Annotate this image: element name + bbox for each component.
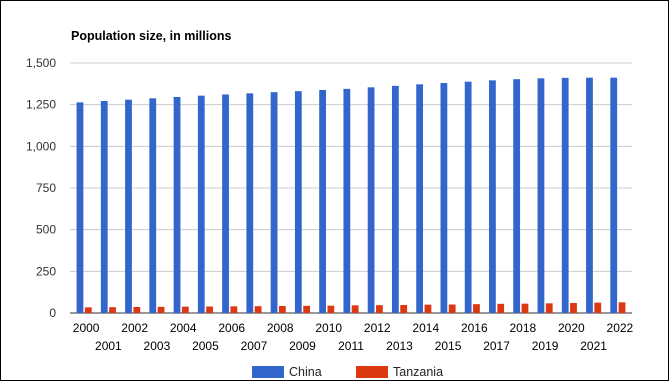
x-tick-label: 2016 bbox=[461, 321, 488, 335]
x-tick-label: 2010 bbox=[315, 321, 342, 335]
y-tick-label: 1,250 bbox=[26, 98, 56, 112]
bar-tanzania-2003 bbox=[157, 306, 165, 313]
x-tick-label: 2013 bbox=[386, 339, 413, 353]
x-tick-label: 2020 bbox=[558, 321, 585, 335]
bar-tanzania-2012 bbox=[376, 305, 383, 313]
bar-china-2006 bbox=[222, 94, 229, 313]
bar-tanzania-2014 bbox=[424, 304, 432, 313]
x-tick-label: 2006 bbox=[218, 321, 245, 335]
x-tick-label: 2012 bbox=[364, 321, 391, 335]
x-tick-label: 2005 bbox=[192, 339, 219, 353]
x-tick-label: 2019 bbox=[532, 339, 559, 353]
bar-china-2000 bbox=[76, 102, 84, 313]
x-tick-label: 2021 bbox=[580, 339, 607, 353]
bar-tanzania-2008 bbox=[278, 306, 286, 313]
bar-tanzania-2020 bbox=[570, 303, 577, 313]
bar-tanzania-2007 bbox=[254, 306, 262, 313]
bar-tanzania-2013 bbox=[400, 305, 408, 313]
legend: China Tanzania bbox=[252, 365, 443, 379]
x-tick-label: 2014 bbox=[412, 321, 439, 335]
y-tick-label: 750 bbox=[36, 181, 56, 195]
bar-tanzania-2015 bbox=[448, 304, 456, 313]
x-tick-label: 2000 bbox=[73, 321, 100, 335]
x-tick-label: 2004 bbox=[170, 321, 197, 335]
bar-tanzania-2005 bbox=[206, 306, 213, 313]
x-tick-label: 2011 bbox=[338, 339, 364, 353]
x-tick-label: 2001 bbox=[95, 339, 122, 353]
bar-china-2007 bbox=[246, 93, 254, 313]
x-tick-label: 2008 bbox=[267, 321, 294, 335]
bar-china-2013 bbox=[391, 85, 399, 313]
y-tick-label: 0 bbox=[49, 306, 56, 320]
bar-china-2011 bbox=[343, 88, 351, 313]
bar-china-2004 bbox=[173, 97, 181, 313]
bar-tanzania-2021 bbox=[594, 302, 602, 313]
x-tick-label: 2017 bbox=[483, 339, 510, 353]
y-tick-label: 500 bbox=[36, 223, 56, 237]
bar-tanzania-2004 bbox=[181, 306, 189, 313]
legend-swatch-tanzania bbox=[356, 366, 388, 378]
y-axis-ticks: 0 250 500 750 1,000 1,250 1,500 bbox=[26, 56, 56, 320]
bar-china-2014 bbox=[416, 84, 424, 313]
x-tick-label: 2002 bbox=[121, 321, 148, 335]
x-tick-label: 2007 bbox=[241, 339, 268, 353]
x-tick-label: 2003 bbox=[144, 339, 171, 353]
bar-tanzania-2018 bbox=[521, 303, 529, 313]
bar-china-2018 bbox=[513, 79, 521, 314]
bar-tanzania-2009 bbox=[303, 305, 311, 313]
bar-tanzania-2011 bbox=[351, 305, 359, 313]
x-axis-ticks: 2000 2001 2002 2003 2004 2005 2006 2007 2008 2009… bbox=[73, 321, 634, 353]
bar-china-2017 bbox=[489, 80, 496, 313]
bar-china-2021 bbox=[586, 77, 593, 314]
bar-china-2001 bbox=[100, 101, 108, 313]
bar-china-2019 bbox=[537, 78, 545, 313]
x-tick-label: 2018 bbox=[509, 321, 536, 335]
bar-tanzania-2019 bbox=[545, 303, 553, 313]
legend-swatch-china bbox=[252, 366, 284, 378]
bar-tanzania-2006 bbox=[230, 306, 238, 313]
x-tick-label: 2015 bbox=[435, 339, 462, 353]
y-tick-label: 1,500 bbox=[26, 56, 56, 70]
bar-tanzania-2000 bbox=[84, 307, 92, 313]
bar-china-2003 bbox=[149, 98, 157, 313]
bar-china-2002 bbox=[125, 99, 132, 314]
y-tick-label: 1,000 bbox=[26, 139, 56, 153]
chart-title: Population size, in millions bbox=[71, 29, 232, 43]
legend-label-tanzania: Tanzania bbox=[393, 365, 443, 379]
bar-china-2020 bbox=[561, 77, 569, 313]
bar-china-2010 bbox=[319, 90, 326, 313]
x-tick-label: 2022 bbox=[607, 321, 634, 335]
x-tick-label: 2009 bbox=[289, 339, 316, 353]
bar-tanzania-2017 bbox=[497, 303, 505, 313]
bar-tanzania-2022 bbox=[618, 302, 626, 313]
bar-china-2012 bbox=[367, 87, 375, 313]
bar-tanzania-2010 bbox=[327, 305, 335, 313]
bars bbox=[76, 77, 626, 314]
bar-tanzania-2002 bbox=[133, 307, 141, 313]
bar-china-2005 bbox=[197, 95, 205, 314]
bar-china-2009 bbox=[294, 91, 302, 314]
bar-china-2008 bbox=[270, 92, 278, 314]
bar-tanzania-2001 bbox=[109, 307, 116, 313]
bar-tanzania-2016 bbox=[473, 304, 480, 313]
bar-china-2022 bbox=[610, 77, 618, 314]
legend-label-china: China bbox=[289, 365, 322, 379]
bar-china-2016 bbox=[464, 81, 472, 314]
bar-china-2015 bbox=[440, 83, 448, 313]
y-tick-label: 250 bbox=[36, 264, 56, 278]
